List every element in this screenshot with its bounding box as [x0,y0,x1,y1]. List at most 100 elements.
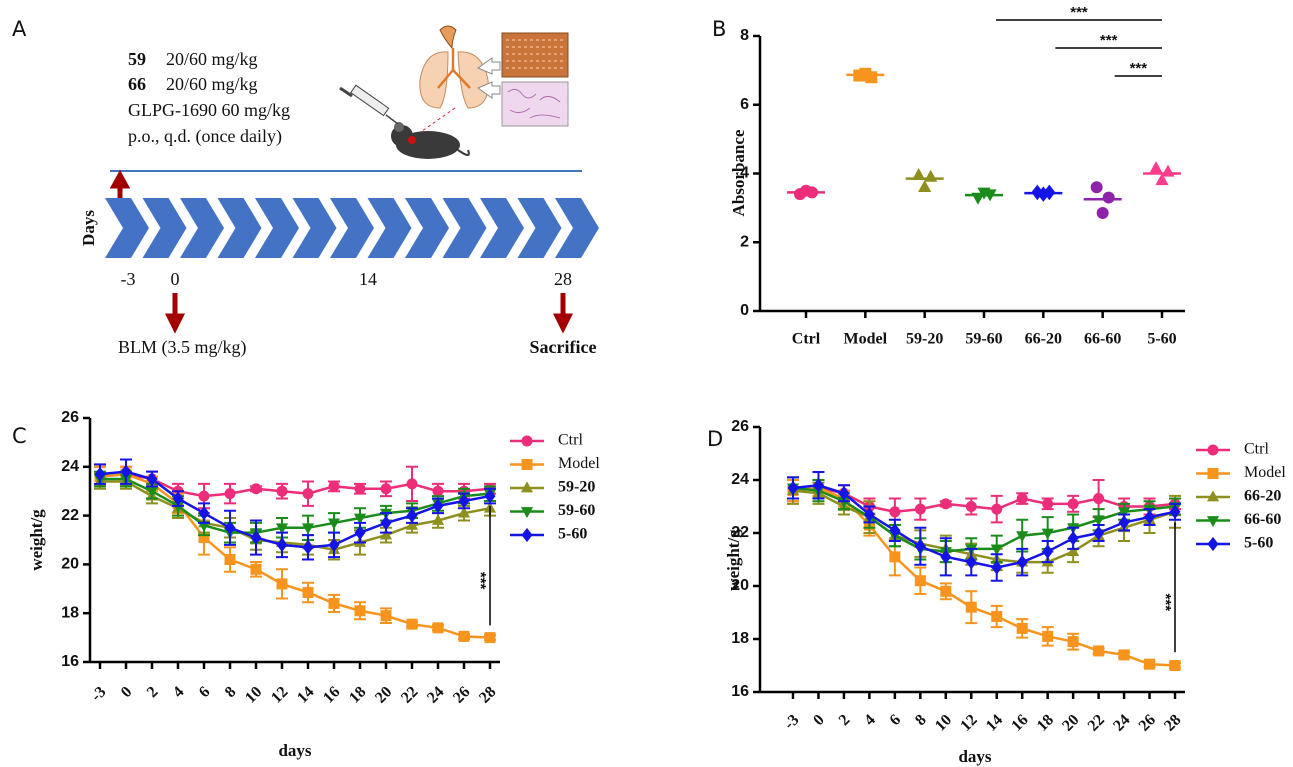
day-label: -3 [121,269,136,289]
significance-label: *** [1100,32,1118,49]
marker [1093,493,1105,505]
x-tick-label: 0 [118,683,136,701]
day-label: 14 [359,269,377,289]
marker [432,485,444,497]
marker [1161,164,1175,177]
marker [431,513,445,525]
marker [328,480,340,492]
marker [224,554,236,566]
y-axis-title: weight/g [724,529,743,591]
marker [924,169,938,182]
y-tick-label: 22 [61,507,79,524]
marker [991,503,1003,515]
y-tick-label: 0 [740,302,749,319]
marker [380,515,392,531]
marker [198,532,210,544]
y-tick-label: 8 [740,27,749,44]
marker [276,485,288,497]
series [787,471,1181,582]
marker [458,493,470,509]
marker [146,471,158,487]
marker [327,518,341,530]
marker [432,622,444,634]
x-tick-label: 22 [398,683,421,706]
x-axis-title: days [958,747,991,766]
marker [1067,531,1079,546]
x-tick-label: 16 [1008,711,1031,734]
marker [198,490,210,502]
y-tick-label: 18 [61,604,79,621]
x-tick-label: 14 [294,683,317,706]
panel-label: B [712,17,726,41]
legend-label: Ctrl [558,432,583,449]
strip-chart: B Absorbance 0 2 4 6 8 Ctrl Model 59-20 59-60 66-20… [712,4,1185,348]
marker [1041,528,1054,540]
marker [250,563,262,575]
marker [1118,515,1130,530]
x-tick-label: 28 [1161,711,1184,734]
x-axis-title: days [278,741,311,760]
y-tick-label: 20 [731,577,749,594]
chevron [517,198,562,258]
chevron [367,198,412,258]
marker [1090,181,1103,194]
series-line [100,477,491,534]
legend-label: 66-60 [1244,511,1281,528]
x-tick-label: 24 [424,683,447,706]
marker [1144,509,1156,525]
marker [172,491,184,506]
chevron [405,198,449,258]
y-axis-title: weight/g [27,509,46,571]
chevron [255,198,299,258]
dose: 20/60 mg/kg [166,49,258,69]
series [94,458,496,561]
legend-label: Ctrl [1244,441,1269,458]
x-tick-label: 59-60 [965,331,1002,348]
y-tick-label: 26 [61,409,79,426]
marker [250,483,262,495]
y-tick-label: 4 [740,165,749,182]
y-tick-label: 16 [731,683,749,700]
marker [940,549,952,564]
panel-label: C [12,424,27,448]
marker [1207,444,1219,456]
x-tick-label: 66-20 [1025,331,1062,348]
chevron [555,198,599,258]
marker [405,518,419,530]
marker [912,168,926,181]
marker [120,464,132,479]
x-tick-label: 59-20 [906,331,943,348]
marker [991,560,1003,575]
x-tick-label: 18 [1034,711,1057,734]
x-tick-label: 22 [1085,711,1108,734]
marker [990,544,1003,556]
histology-image [501,81,569,127]
marker [521,459,533,470]
x-tick-label: 66-60 [1084,331,1121,348]
x-tick-label: 18 [346,683,369,706]
marker [484,632,496,644]
panel-label: D [707,427,723,451]
marker [276,578,288,590]
note: p.o., q.d. (once daily) [128,126,282,147]
marker [520,507,534,519]
marker [353,513,367,525]
x-tick-label: 0 [810,711,828,729]
chevrons [105,198,599,258]
marker [1096,207,1109,220]
arrow-down [552,293,574,334]
marker [406,478,418,490]
marker [1016,622,1028,634]
marker [837,496,850,508]
x-tick-label: 2 [144,683,162,701]
arrow [476,81,501,99]
compound: 59 [128,49,146,69]
x-tick-label: 16 [320,683,343,706]
marker [1016,531,1029,543]
marker [354,525,366,540]
schematic-panel: A 59 20/60 mg/kg 66 20/60 mg/kg GLPG-169… [12,17,599,358]
y-tick-label: 22 [731,524,749,541]
series-line [99,472,491,639]
x-tick-label: 10 [932,711,955,734]
chevron [480,198,524,258]
